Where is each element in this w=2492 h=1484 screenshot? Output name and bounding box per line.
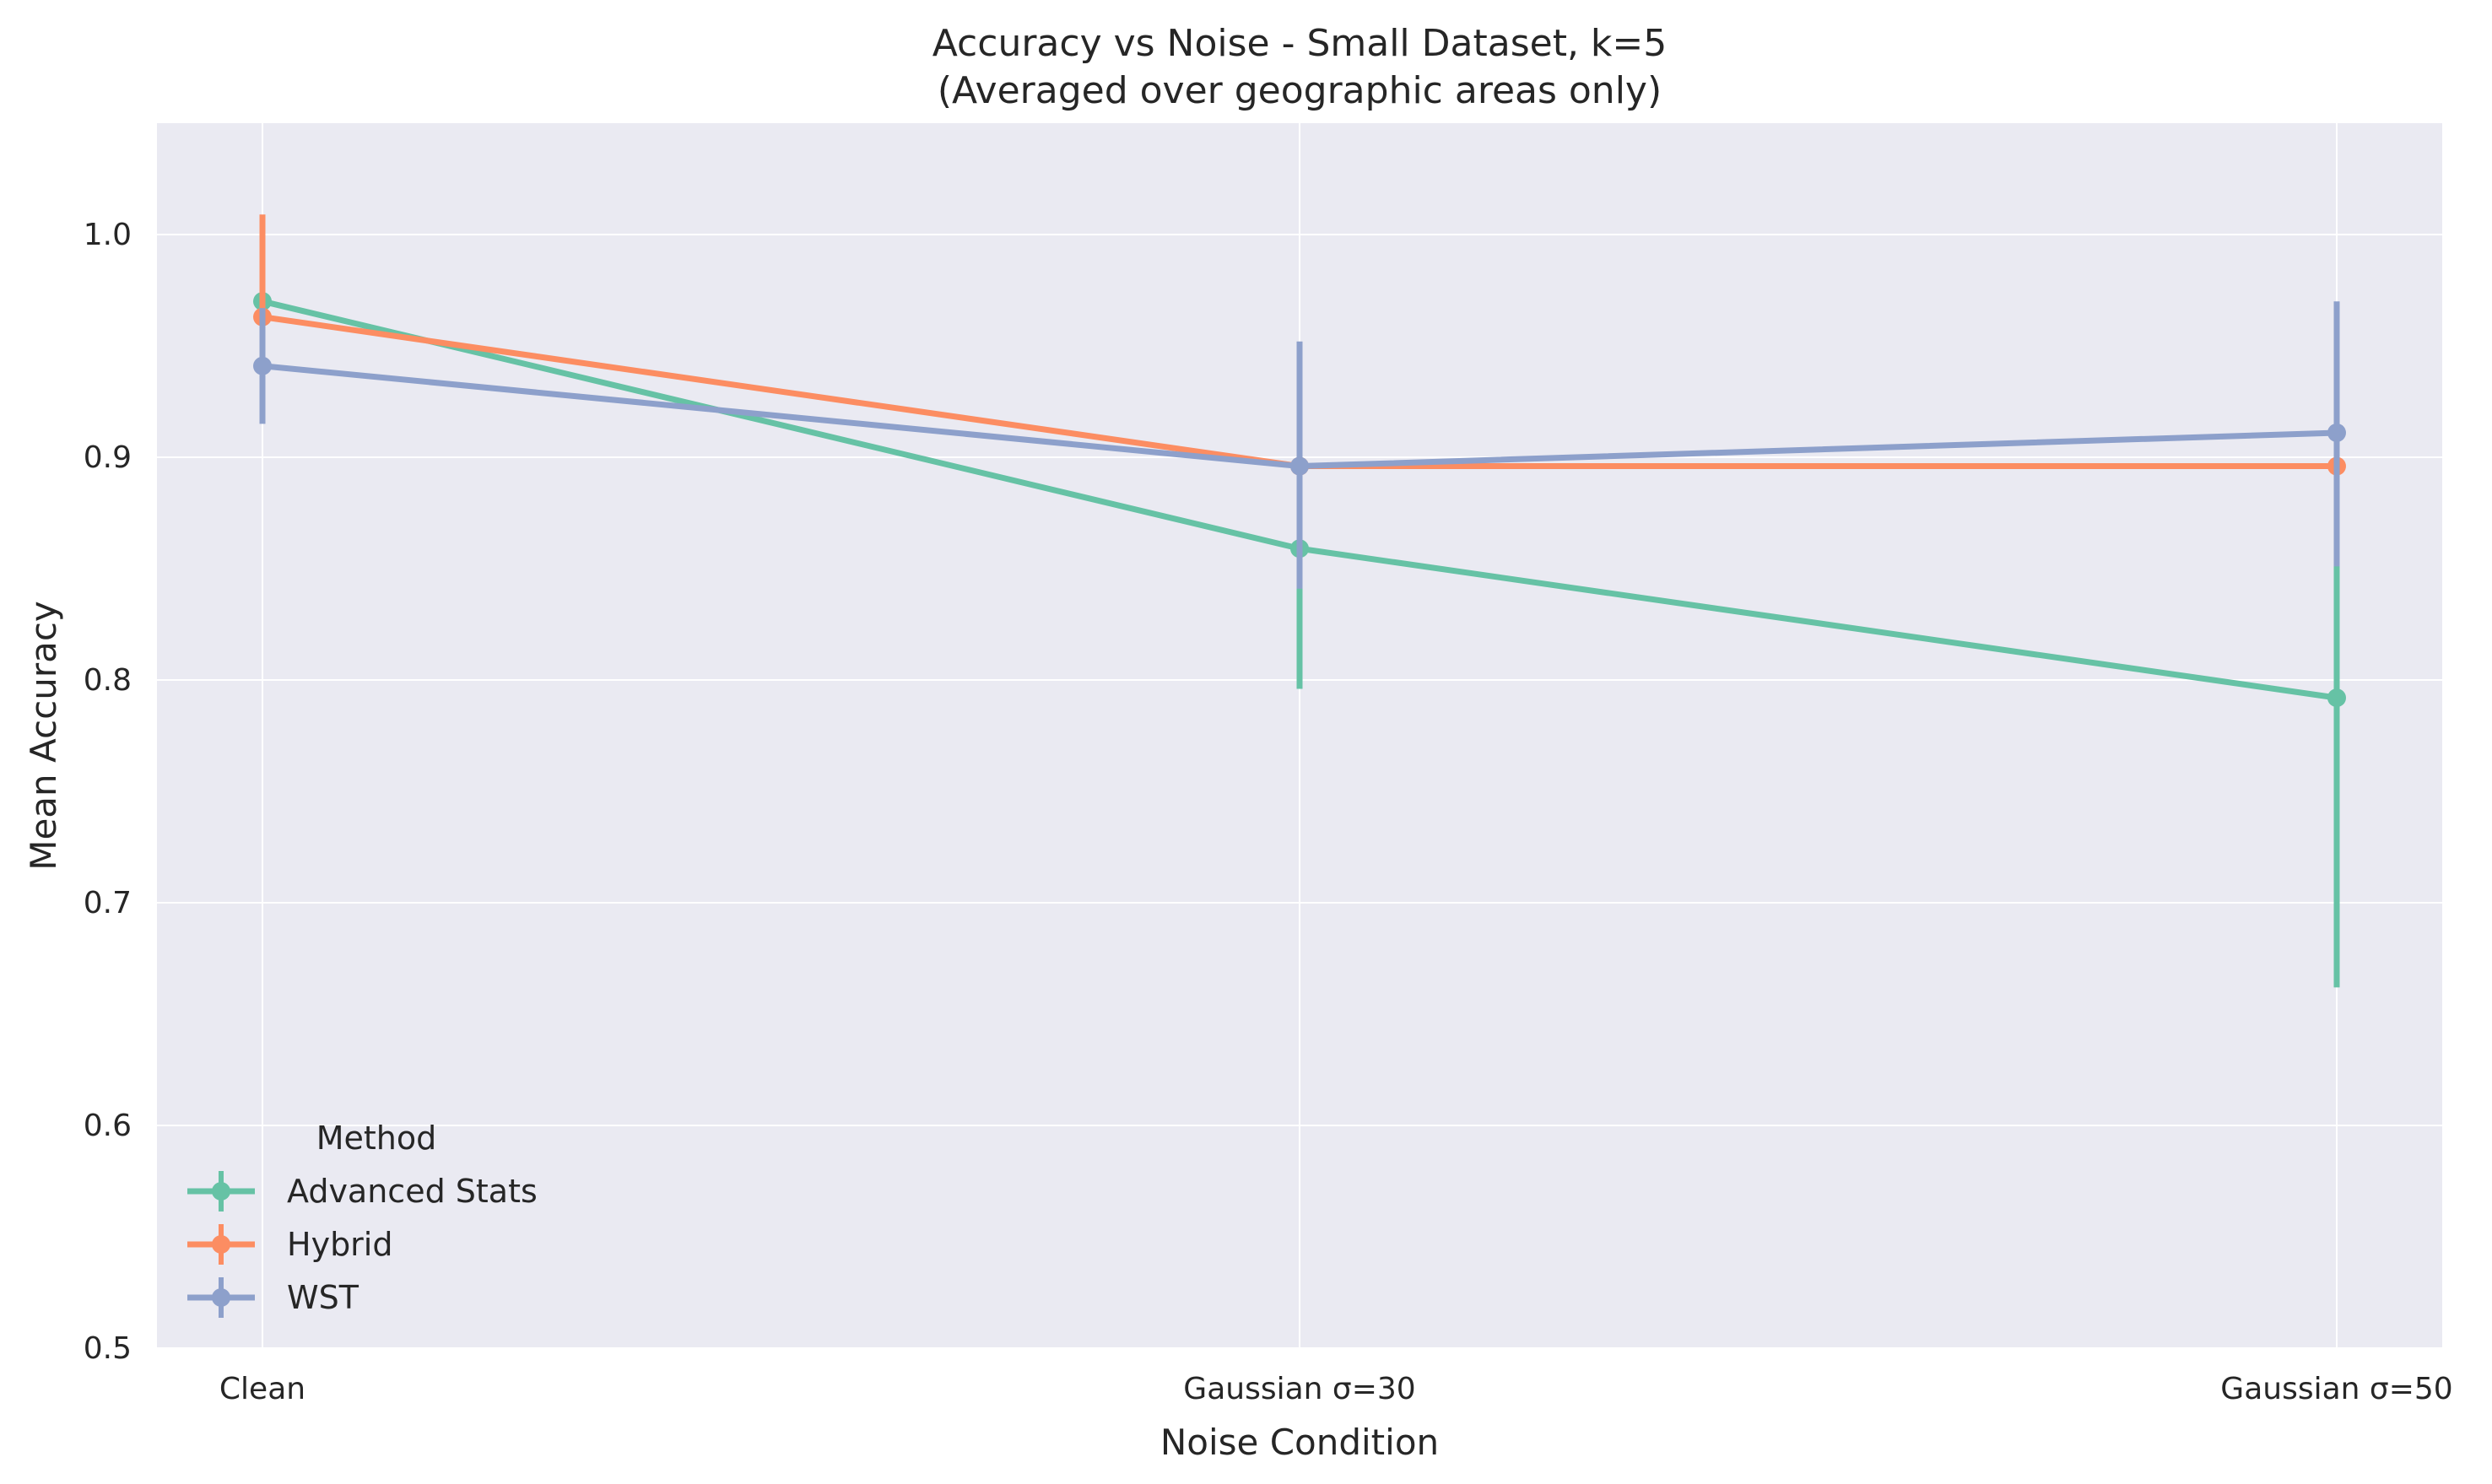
data-point (2327, 423, 2346, 442)
y-tick-label: 0.5 (84, 1331, 132, 1366)
y-tick-label: 0.6 (84, 1109, 132, 1143)
y-axis-label: Mean Accuracy (23, 601, 64, 871)
legend: Method Advanced Stats Hybrid WST (187, 1120, 538, 1318)
legend-label: Hybrid (287, 1226, 393, 1263)
x-tick-labels: Clean Gaussian σ=30 Gaussian σ=50 (219, 1372, 2453, 1406)
chart-subtitle: (Averaged over geographic areas only) (938, 69, 1662, 112)
legend-marker (212, 1288, 230, 1307)
y-tick-label: 0.9 (84, 440, 132, 475)
series-2 (253, 301, 2346, 589)
data-point (2327, 688, 2346, 708)
legend-label: WST (287, 1279, 359, 1316)
data-point (253, 356, 272, 375)
x-tick-label: Clean (219, 1372, 305, 1406)
legend-title: Method (316, 1120, 437, 1157)
legend-item: WST (187, 1277, 359, 1318)
y-tick-label: 0.7 (84, 886, 132, 920)
legend-item: Hybrid (187, 1224, 393, 1265)
series-layer (253, 214, 2346, 988)
chart-title: Accuracy vs Noise - Small Dataset, k=5 (932, 22, 1668, 65)
legend-item: Advanced Stats (187, 1171, 538, 1211)
legend-marker (212, 1182, 230, 1201)
x-axis-label: Noise Condition (1160, 1422, 1439, 1463)
data-point (1290, 456, 1309, 476)
x-tick-label: Gaussian σ=30 (1183, 1372, 1415, 1406)
legend-label: Advanced Stats (287, 1173, 538, 1210)
y-tick-label: 0.8 (84, 663, 132, 698)
x-tick-label: Gaussian σ=50 (2220, 1372, 2452, 1406)
y-tick-label: 1.0 (84, 218, 132, 252)
legend-marker (212, 1235, 230, 1254)
y-tick-labels: 0.5 0.6 0.7 0.8 0.9 1.0 (84, 218, 132, 1366)
